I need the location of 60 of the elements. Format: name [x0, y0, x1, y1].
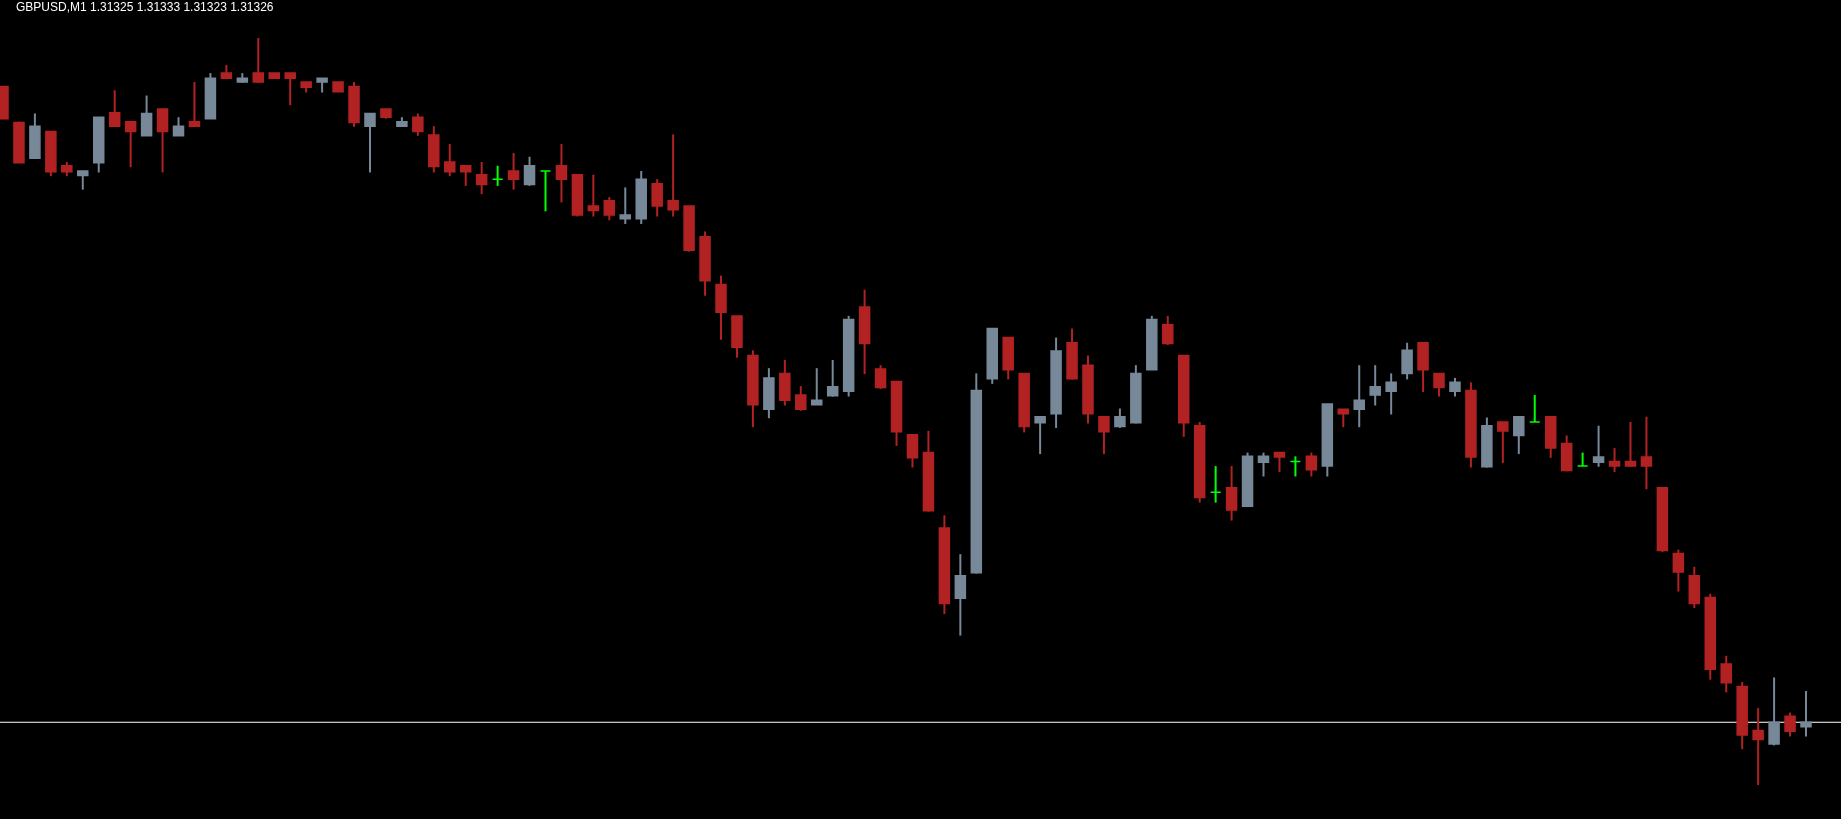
- candlestick: [555, 143, 568, 204]
- candlestick: [1369, 364, 1381, 407]
- candlestick: [954, 553, 967, 637]
- candlestick: [1098, 415, 1110, 456]
- candlestick: [284, 72, 296, 107]
- candlestick: [874, 364, 887, 391]
- candlestick: [124, 120, 137, 169]
- candlestick: [1209, 465, 1222, 504]
- candlestick: [172, 116, 185, 137]
- candlestick: [906, 433, 919, 469]
- candlestick: [1497, 420, 1509, 465]
- candlestick: [1433, 372, 1445, 398]
- candlestick: [188, 81, 201, 128]
- candlestick: [1353, 364, 1365, 429]
- candlestick: [523, 155, 536, 187]
- candlestick: [491, 164, 504, 187]
- candlestick: [539, 169, 552, 213]
- candlestick: [1768, 676, 1780, 747]
- candlestick: [587, 173, 600, 218]
- candlestick: [1624, 420, 1637, 468]
- candlestick: [1513, 415, 1525, 456]
- candlestick: [77, 169, 89, 191]
- candlestick: [1752, 707, 1764, 786]
- candlestick: [651, 178, 663, 218]
- candlestick: [1640, 415, 1653, 491]
- candlestick: [1720, 654, 1732, 694]
- candlestick: [140, 94, 153, 137]
- candlestick: [1273, 451, 1286, 474]
- candlestick: [156, 107, 169, 174]
- candlestick: [603, 196, 616, 222]
- candlestick: [252, 37, 265, 84]
- candlestick: [810, 367, 823, 406]
- candlestick: [364, 112, 376, 174]
- candlestick: [619, 186, 632, 225]
- candlestick: [1257, 451, 1270, 478]
- chart-title: GBPUSD,M1 1.31325 1.31333 1.31323 1.31326: [16, 0, 274, 14]
- candlestick: [444, 143, 456, 178]
- candlestick: [1114, 407, 1126, 429]
- candlestick: [1672, 548, 1685, 593]
- candlestick: [1608, 447, 1621, 474]
- candlestick: [1162, 314, 1174, 347]
- candlestick: [475, 161, 488, 196]
- candlestick: [1529, 394, 1541, 423]
- candlestick: [1449, 376, 1461, 398]
- candlestick: [1305, 451, 1318, 478]
- candlestick: [1225, 465, 1238, 522]
- candlestick: [1784, 711, 1796, 738]
- candlestick: [1401, 341, 1413, 381]
- candlestick: [1385, 372, 1397, 416]
- candlestick: [412, 112, 424, 137]
- candlestick: [1034, 415, 1046, 456]
- candlestick: [826, 358, 839, 398]
- candlestick: [1592, 424, 1605, 468]
- candlestick: [1289, 455, 1302, 478]
- candlestick: [507, 152, 520, 191]
- candlestick: [795, 385, 807, 412]
- candlestick: [459, 164, 472, 187]
- candlestick: [667, 133, 679, 218]
- candlestick: [1800, 689, 1812, 738]
- candlestick: [108, 89, 121, 128]
